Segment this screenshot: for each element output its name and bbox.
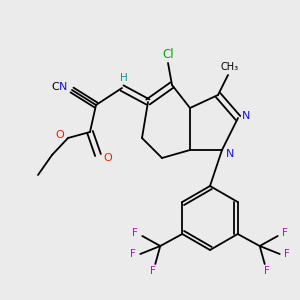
Text: F: F	[150, 266, 156, 276]
Text: Cl: Cl	[162, 47, 174, 61]
Text: F: F	[130, 249, 136, 259]
Text: F: F	[264, 266, 270, 276]
Text: N: N	[59, 82, 67, 92]
Text: F: F	[282, 228, 288, 238]
Text: O: O	[56, 130, 64, 140]
Text: N: N	[226, 149, 234, 159]
Text: CH₃: CH₃	[221, 62, 239, 72]
Text: F: F	[284, 249, 290, 259]
Text: O: O	[103, 153, 112, 163]
Text: F: F	[132, 228, 138, 238]
Text: N: N	[242, 111, 250, 121]
Text: H: H	[120, 73, 128, 83]
Text: C: C	[51, 82, 59, 92]
